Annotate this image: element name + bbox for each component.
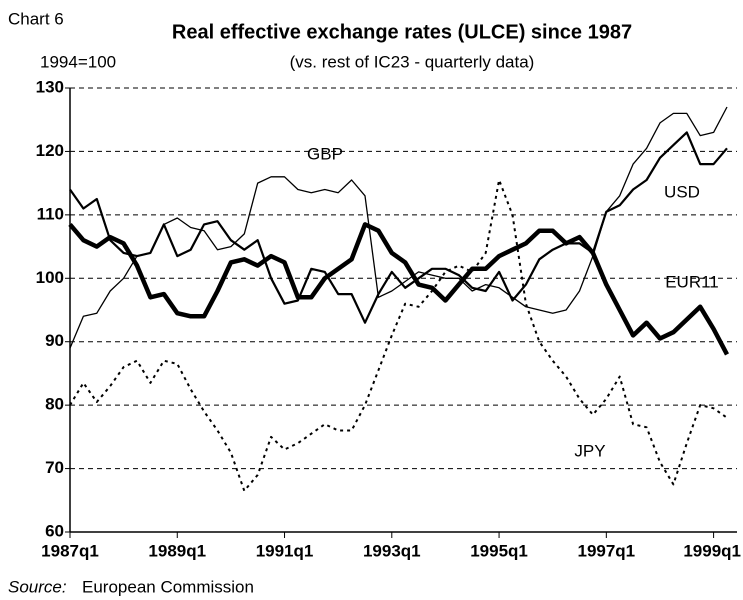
x-tick-label: 1987q1 bbox=[41, 541, 99, 560]
subtitle: (vs. rest of IC23 - quarterly data) bbox=[290, 52, 535, 71]
source: European Commission bbox=[82, 577, 254, 596]
source-label: Source: bbox=[8, 577, 67, 596]
series-line bbox=[69, 179, 728, 492]
chart-label: Chart 6 bbox=[8, 9, 64, 28]
x-tick-label: 1999q1 bbox=[683, 541, 741, 560]
y-tick-label: 130 bbox=[36, 77, 64, 96]
x-tick-label: 1989q1 bbox=[148, 541, 206, 560]
chart-title: Real effective exchange rates (ULCE) sin… bbox=[172, 21, 632, 43]
x-tick-label: 1995q1 bbox=[470, 541, 528, 560]
y-tick-label: 100 bbox=[36, 268, 64, 287]
y-tick-label: 60 bbox=[45, 521, 64, 540]
index-note: 1994=100 bbox=[40, 52, 116, 71]
y-tick-label: 120 bbox=[36, 141, 64, 160]
series-label: JPY bbox=[574, 441, 605, 460]
series-label: EUR11 bbox=[665, 272, 719, 291]
y-tick-label: 90 bbox=[45, 331, 64, 350]
series-label: GBP bbox=[307, 144, 343, 163]
series-line bbox=[69, 131, 728, 324]
x-tick-label: 1991q1 bbox=[256, 541, 314, 560]
x-tick-label: 1993q1 bbox=[363, 541, 421, 560]
y-tick-label: 70 bbox=[45, 458, 64, 477]
series-line bbox=[68, 222, 729, 356]
y-tick-label: 80 bbox=[45, 395, 64, 414]
x-tick-label: 1997q1 bbox=[577, 541, 635, 560]
series-line bbox=[69, 106, 728, 349]
y-tick-label: 110 bbox=[37, 204, 64, 223]
series-label: USD bbox=[664, 182, 700, 201]
